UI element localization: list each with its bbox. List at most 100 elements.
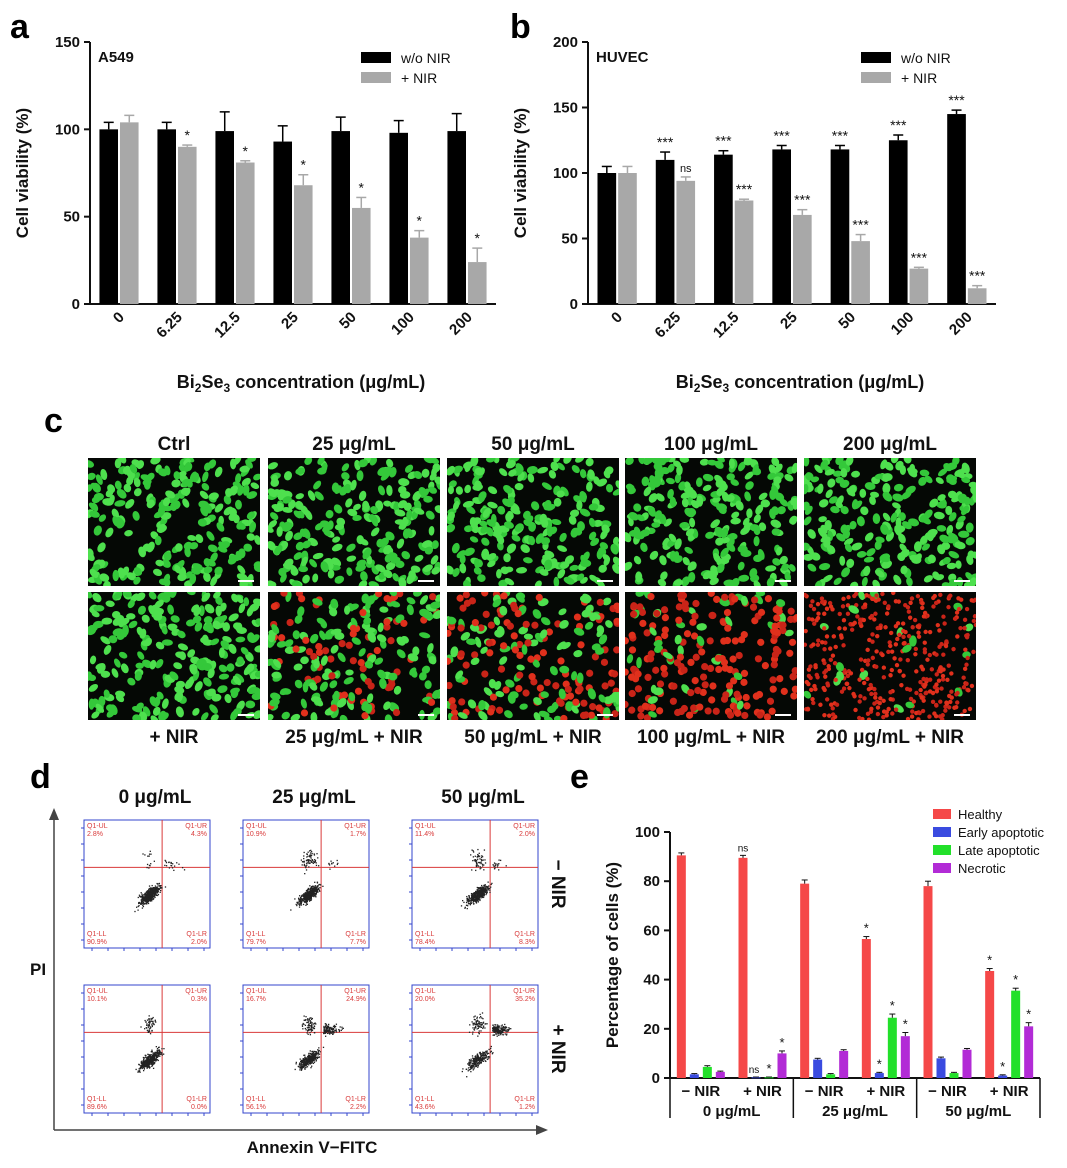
event-dot — [312, 853, 313, 854]
event-dot — [465, 907, 466, 908]
event-dot — [479, 862, 480, 863]
event-dot — [146, 1023, 147, 1024]
event-dot — [143, 1064, 144, 1065]
event-dot — [301, 859, 302, 860]
event-dot — [480, 863, 481, 864]
quadrant-value: 2.8% — [87, 831, 103, 838]
event-dot — [310, 857, 311, 858]
event-dot — [309, 1032, 310, 1033]
event-dot — [309, 885, 310, 886]
scale-bar — [775, 580, 791, 582]
event-dot — [329, 869, 330, 870]
event-dot — [153, 888, 154, 889]
event-dot — [467, 900, 468, 901]
event-dot — [305, 905, 306, 906]
bar — [714, 155, 733, 304]
event-dot — [308, 861, 309, 862]
bar — [157, 129, 176, 304]
x-tick-label: 100 — [888, 309, 918, 339]
event-dot — [151, 890, 152, 891]
event-dot — [310, 1067, 311, 1068]
event-dot — [163, 1048, 164, 1049]
event-dot — [156, 1046, 157, 1047]
event-dot — [136, 907, 137, 908]
event-dot — [149, 854, 150, 855]
event-dot — [462, 900, 463, 901]
event-dot — [309, 863, 310, 864]
event-dot — [471, 893, 472, 894]
event-dot — [171, 862, 172, 863]
event-dot — [147, 1058, 148, 1059]
event-dot — [150, 1018, 151, 1019]
event-dot — [301, 904, 302, 905]
event-dot — [137, 909, 138, 910]
event-dot — [140, 904, 141, 905]
event-dot — [305, 865, 306, 866]
event-dot — [148, 1025, 149, 1026]
event-dot — [318, 865, 319, 866]
event-dot — [477, 892, 478, 893]
x-tick-label: 0 — [110, 309, 128, 327]
event-dot — [172, 863, 173, 864]
x-axis-label-part: concentration (μg/mL) — [729, 372, 924, 392]
event-dot — [160, 885, 161, 886]
event-dot — [477, 854, 478, 855]
cell — [816, 616, 820, 620]
event-dot — [150, 1056, 151, 1057]
event-dot — [467, 905, 468, 906]
x-tick-label: 100 — [388, 309, 418, 339]
event-dot — [143, 1067, 144, 1068]
event-dot — [168, 862, 169, 863]
event-dot — [483, 869, 484, 870]
event-dot — [476, 863, 477, 864]
bar — [447, 131, 466, 304]
event-dot — [151, 895, 152, 896]
event-dot — [156, 1054, 157, 1055]
event-dot — [302, 861, 303, 862]
event-dot — [296, 902, 297, 903]
significance-mark: ns — [680, 163, 692, 175]
event-dot — [309, 856, 310, 857]
event-dot — [152, 1022, 153, 1023]
flow-x-label: Annexin V−FITC — [247, 1138, 378, 1157]
event-dot — [311, 887, 312, 888]
event-dot — [313, 890, 314, 891]
event-dot — [152, 1026, 153, 1027]
event-dot — [484, 849, 485, 850]
event-dot — [147, 856, 148, 857]
bar — [352, 208, 371, 304]
event-dot — [156, 883, 157, 884]
event-dot — [466, 896, 467, 897]
event-dot — [310, 852, 311, 853]
event-dot — [150, 898, 151, 899]
flow-frame — [243, 985, 369, 1113]
event-dot — [319, 884, 320, 885]
event-dot — [482, 865, 483, 866]
event-dot — [481, 857, 482, 858]
event-dot — [308, 859, 309, 860]
event-dot — [158, 883, 159, 884]
event-dot — [147, 1065, 148, 1066]
event-dot — [479, 858, 480, 859]
event-dot — [141, 902, 142, 903]
event-dot — [159, 1052, 160, 1053]
event-dot — [141, 898, 142, 899]
micrograph — [443, 588, 624, 725]
significance-mark: * — [417, 213, 423, 229]
event-dot — [157, 1053, 158, 1054]
event-dot — [149, 1021, 150, 1022]
event-dot — [310, 894, 311, 895]
event-dot — [307, 899, 308, 900]
y-tick-label: 200 — [553, 34, 578, 51]
x-axis-label: Bi2Se3 concentration (μg/mL) — [177, 372, 425, 395]
event-dot — [489, 890, 490, 891]
bar — [236, 163, 255, 304]
event-dot — [302, 899, 303, 900]
event-dot — [303, 896, 304, 897]
bar — [735, 201, 754, 304]
event-dot — [142, 905, 143, 906]
micrograph-label: 200 μg/mL + NIR — [816, 727, 964, 748]
y-tick-label: 0 — [72, 296, 80, 313]
